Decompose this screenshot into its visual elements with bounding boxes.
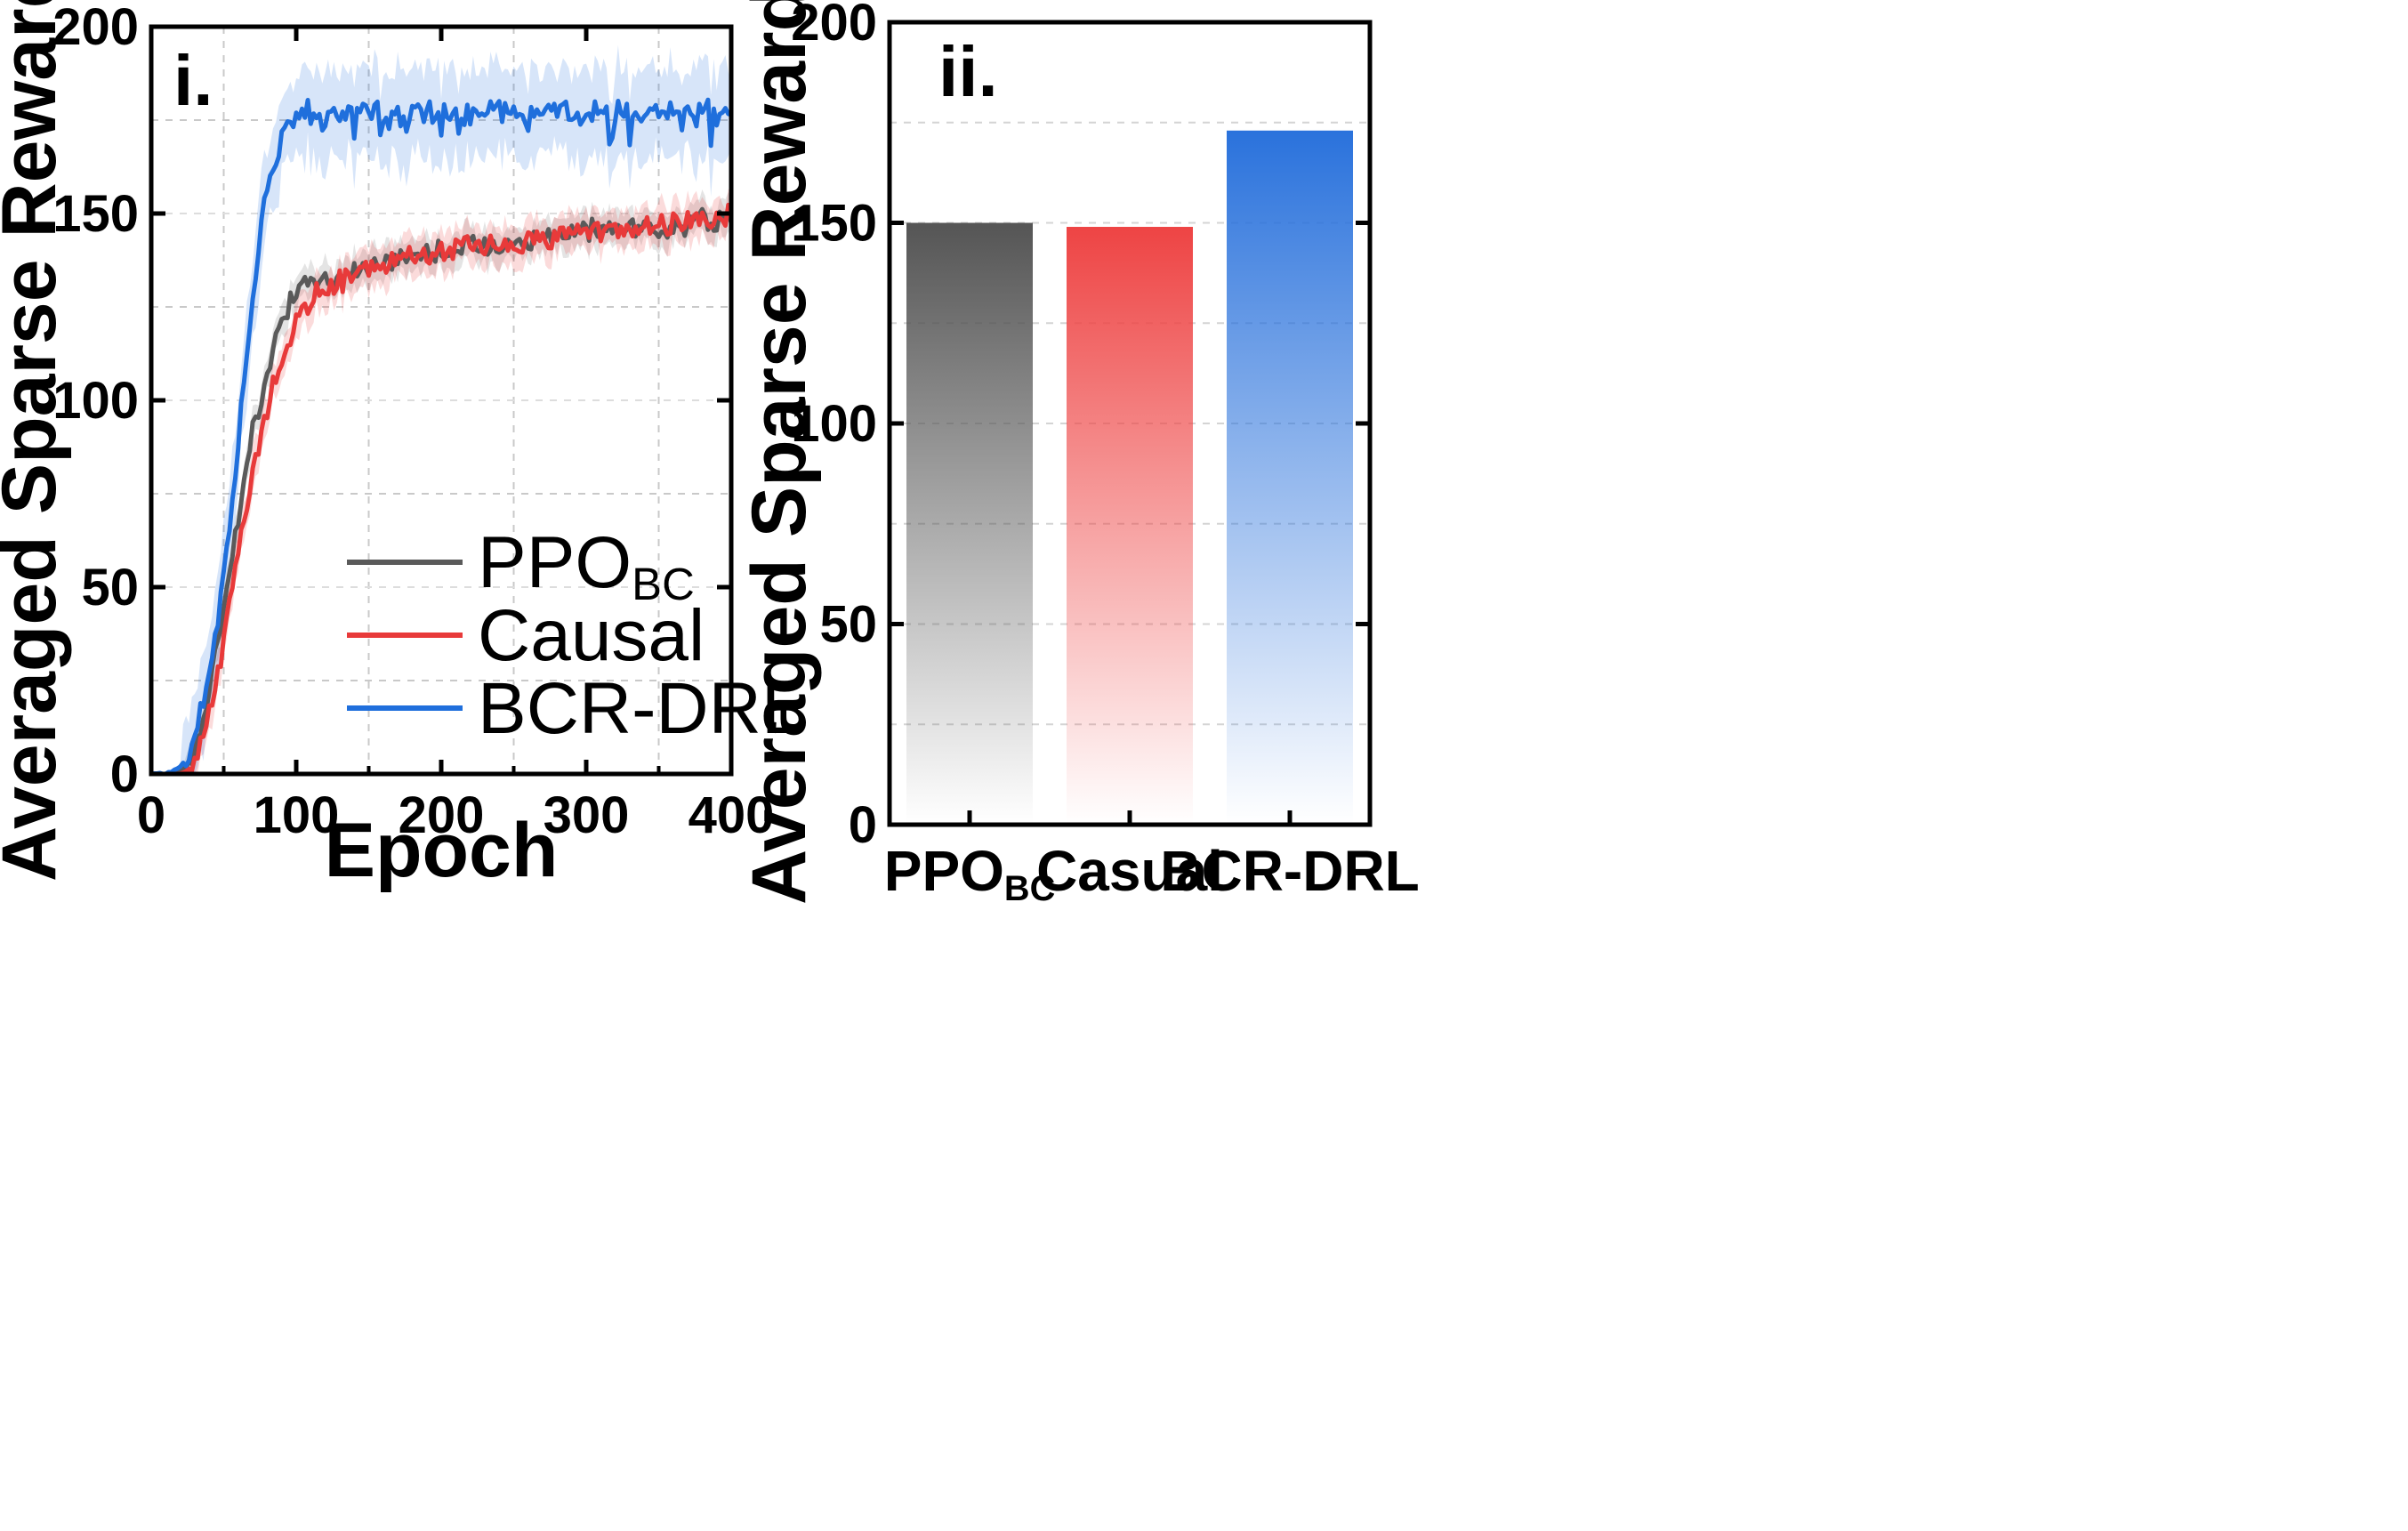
x-axis-title: Epoch	[325, 808, 559, 893]
y-tick-label: 200	[791, 0, 877, 52]
y-tick-label: 150	[791, 195, 877, 253]
y-tick-label: 0	[849, 796, 877, 854]
legend-label: Causal	[478, 595, 705, 676]
y-tick-label: 0	[110, 745, 139, 803]
y-tick-label: 100	[52, 372, 139, 430]
panel-label: i.	[173, 41, 213, 120]
band-causal	[151, 189, 731, 774]
x-tick-label: 200	[399, 786, 485, 844]
bar	[1067, 227, 1193, 824]
y-tick-label: 50	[81, 559, 139, 616]
series-line-causal	[150, 202, 734, 777]
legend-label: BCR-DRL	[478, 668, 801, 749]
y-axis-title: Averaged Sparse Rewards	[737, 0, 822, 905]
y-tick-label: 200	[52, 0, 139, 56]
y-tick-label: 50	[819, 596, 877, 654]
x-tick-label: 400	[689, 786, 775, 844]
bar	[906, 222, 1033, 824]
x-tick-label: 300	[544, 786, 630, 844]
axis-ticks: 0 50 100 150 200 0 100 200 300 400	[52, 0, 774, 844]
series-lines	[150, 97, 734, 777]
line-chart-panel: 0 50 100 150 200 0 100 200 300 400 i. Epoch Avera…	[0, 0, 801, 893]
y-tick-label: 150	[52, 185, 139, 243]
y-axis-title: Averaged Sparse Rewards	[0, 0, 72, 882]
bars	[906, 130, 1353, 824]
y-tick-label: 100	[791, 395, 877, 453]
category-label: Casual	[1036, 839, 1223, 903]
category-label: BCR-DRL	[1160, 839, 1420, 903]
band-ppo	[151, 189, 731, 775]
x-tick-label: 0	[137, 786, 165, 844]
x-tick-label: 100	[254, 786, 340, 844]
category-label: PPOBC	[884, 839, 1055, 908]
legend-label: PPOBC	[478, 522, 695, 609]
panel-label: ii.	[938, 32, 998, 111]
series-line-bcr-drl	[150, 97, 732, 777]
bar	[1227, 130, 1353, 824]
